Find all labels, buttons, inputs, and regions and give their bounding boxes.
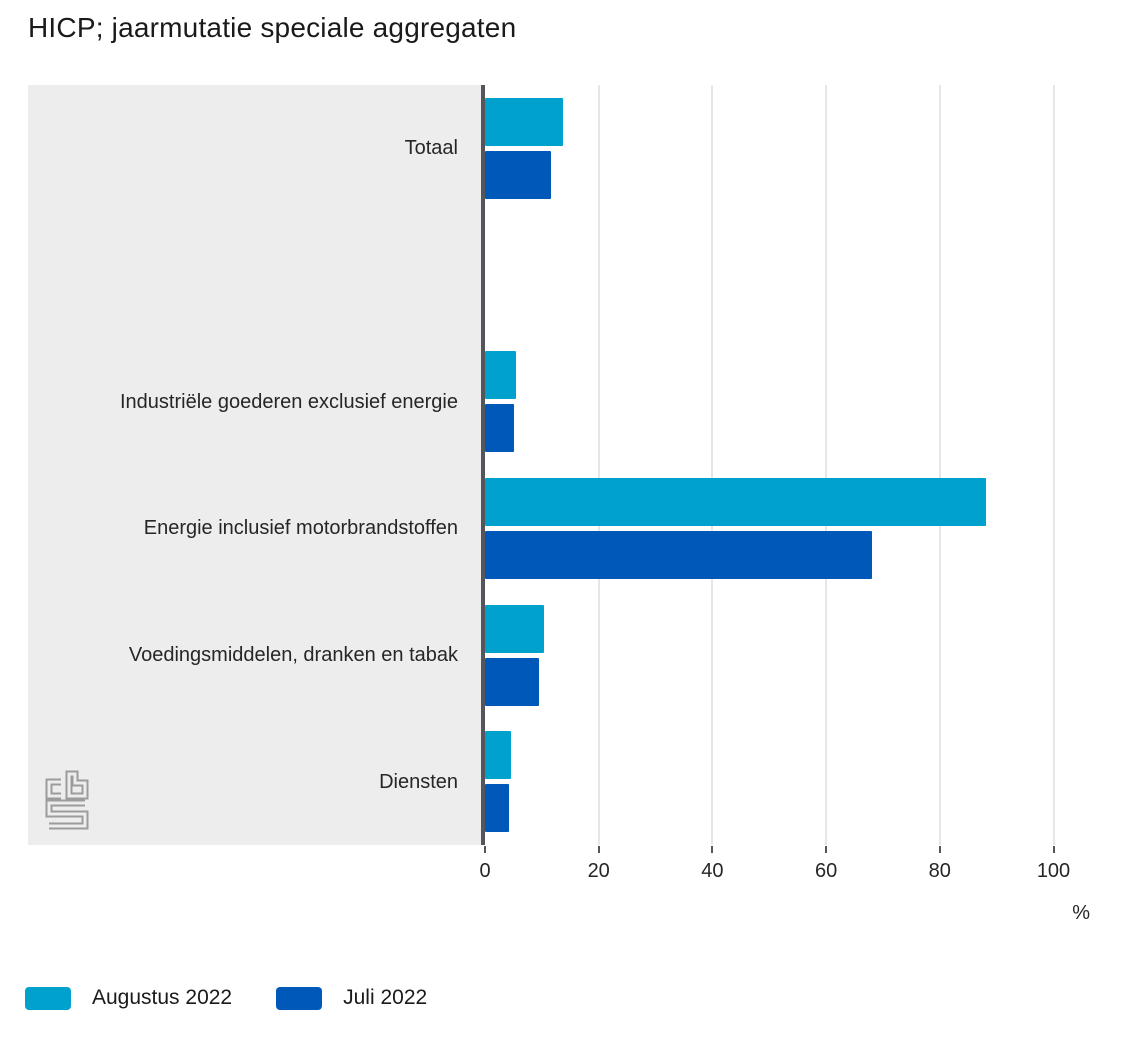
y-axis-line (481, 85, 485, 845)
legend-swatch (276, 986, 323, 1010)
bar-chart: % 0 20 40 60 80 100 Totaal Industriële goederen… (28, 85, 1090, 924)
category-panel (28, 85, 481, 845)
x-tick-mark (597, 846, 600, 853)
legend-swatch (25, 986, 71, 1010)
x-tick-label: 40 (701, 860, 724, 882)
category-label: Totaal (404, 137, 458, 160)
bar-juli-2022[interactable] (485, 784, 509, 833)
legend-item-juli-2022[interactable]: Juli 2022 (276, 986, 427, 1010)
x-tick-label: 80 (928, 860, 951, 882)
bar-juli-2022[interactable] (485, 404, 514, 453)
gridline (711, 85, 714, 845)
gridline (825, 85, 828, 845)
category-label: Energie inclusief motorbrandstoffen (143, 517, 458, 540)
gridline (1052, 85, 1055, 845)
category-label: Voedingsmiddelen, dranken en tabak (128, 644, 458, 666)
x-tick-label: 20 (587, 860, 610, 882)
gridline (938, 85, 941, 845)
bar-augustus-2022[interactable] (485, 477, 987, 526)
legend-label: Augustus 2022 (92, 986, 233, 1009)
x-tick-mark (484, 846, 486, 853)
x-tick-label: 100 (1036, 860, 1071, 882)
page-title: HICP; jaarmutatie speciale aggregaten (28, 12, 517, 43)
bar-juli-2022[interactable] (485, 657, 539, 706)
bar-augustus-2022[interactable] (485, 351, 516, 400)
bar-augustus-2022[interactable] (485, 97, 563, 146)
bar-augustus-2022[interactable] (485, 731, 511, 780)
bar-augustus-2022[interactable] (485, 604, 545, 653)
chart-legend: Augustus 2022 Juli 2022 (25, 986, 471, 1010)
category-label: Diensten (379, 770, 458, 793)
x-tick-mark (825, 846, 828, 853)
x-tick-label: 0 (479, 860, 491, 882)
cbs-logo-icon (45, 770, 89, 830)
x-axis-unit-label: % (1072, 902, 1090, 924)
gridline (597, 85, 600, 845)
x-tick-mark (938, 846, 941, 853)
x-tick-label: 60 (814, 860, 838, 882)
legend-label: Juli 2022 (343, 986, 428, 1009)
x-tick-mark (711, 846, 714, 853)
x-tick-mark (1052, 846, 1055, 853)
bar-juli-2022[interactable] (485, 530, 873, 579)
bar-juli-2022[interactable] (485, 150, 551, 199)
category-label: Industriële goederen exclusief energie (120, 390, 458, 413)
legend-item-augustus-2022[interactable]: Augustus 2022 (25, 986, 232, 1010)
